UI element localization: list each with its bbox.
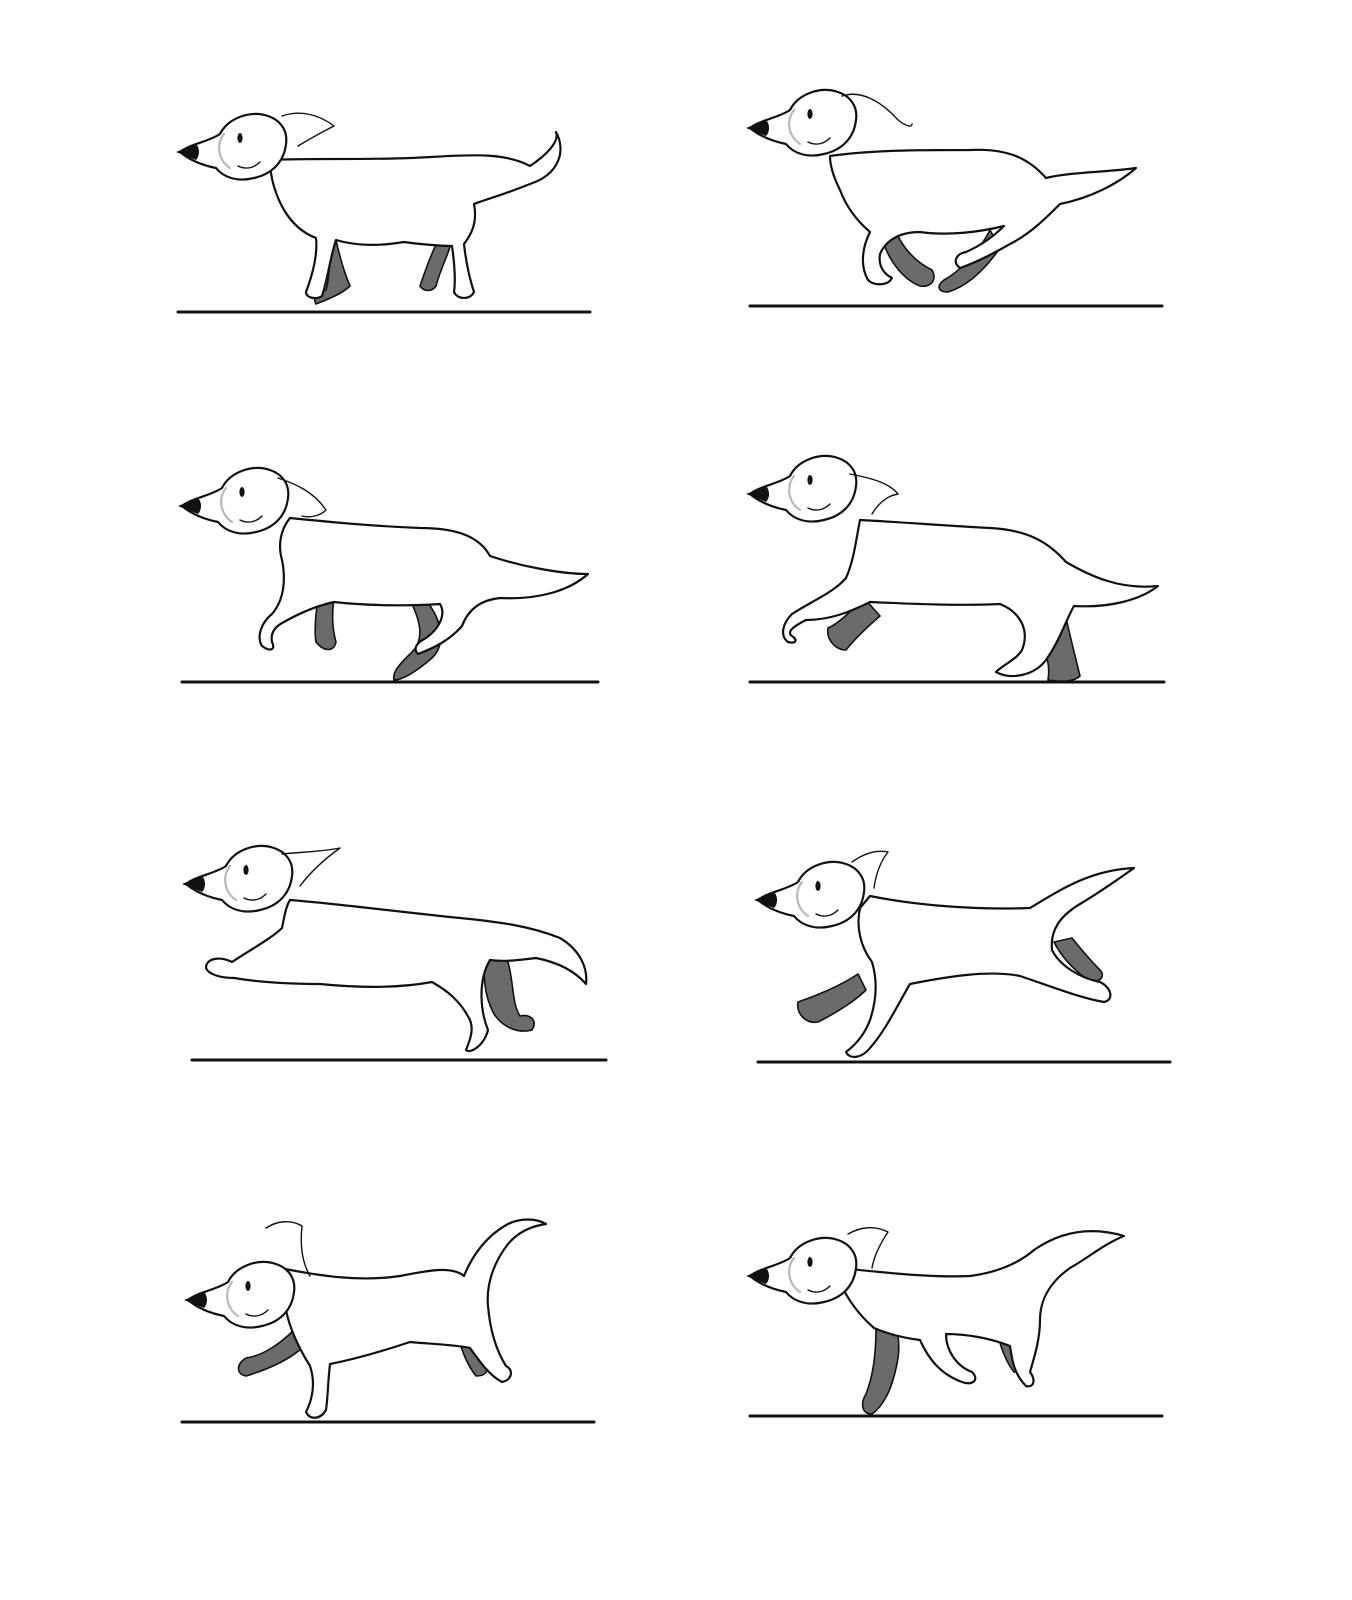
dog-body [782,518,1160,678]
ear [281,112,335,147]
dog-body [844,866,1136,1058]
ear [265,1221,311,1277]
frame-2 [744,88,1164,308]
ear [851,850,889,889]
far-front-leg [883,231,935,288]
far-front-leg [314,595,337,651]
dog-body [268,130,562,300]
dog-body [204,898,588,1053]
frame-5 [180,844,608,1062]
far-front-leg [796,973,867,1024]
dog-body [258,516,590,656]
frame-6 [752,850,1172,1064]
far-front-leg [237,1329,305,1377]
ear [849,473,899,515]
ear [847,1227,889,1269]
far-front-leg [861,1321,900,1415]
ear [841,93,913,127]
far-hind-leg [1053,937,1104,982]
frame-7 [180,1218,596,1424]
dog-body [828,148,1138,286]
frame-1 [174,112,592,314]
far-hind-leg [419,235,453,292]
ear [281,847,341,887]
far-hind-leg [483,947,535,1032]
far-front-leg [826,597,881,651]
dog-body [278,1218,548,1419]
ear [277,477,327,518]
frame-8 [744,1227,1164,1418]
dog-body [838,1230,1126,1388]
frame-4 [744,454,1166,684]
frame-3 [176,466,600,684]
